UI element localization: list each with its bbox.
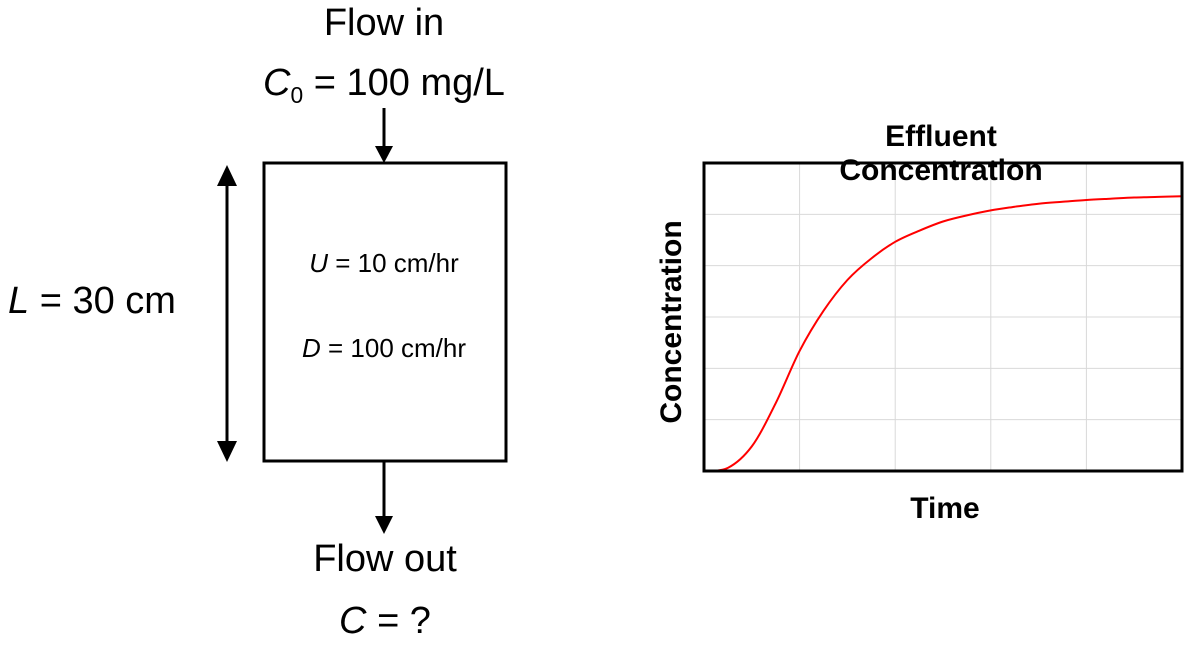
chart-title: Effluent Concentration	[839, 120, 1043, 187]
velocity-symbol: U	[309, 248, 328, 278]
dispersion-label: D = 100 cm/hr	[302, 335, 466, 361]
outlet-concentration-label: C = ?	[339, 602, 431, 640]
outlet-concentration-symbol: C	[339, 600, 367, 642]
velocity-value: = 10 cm/hr	[335, 248, 459, 278]
dispersion-value: = 100 cm/hr	[328, 333, 467, 363]
x-axis-label: Time	[910, 492, 980, 525]
dispersion-symbol: D	[301, 333, 321, 363]
y-axis-label: Concentration	[655, 220, 688, 424]
column-box	[262, 161, 508, 463]
inlet-concentration-subscript: 0	[290, 81, 304, 108]
grid-lines	[704, 163, 1182, 471]
effluent-chart	[702, 161, 1184, 473]
outflow-arrow	[375, 461, 393, 534]
length-value: = 30 cm	[39, 280, 176, 322]
inflow-arrow	[375, 108, 393, 163]
length-double-arrow	[217, 165, 237, 462]
inlet-concentration-value: = 100 mg/L	[313, 62, 505, 104]
inlet-concentration-symbol: C	[263, 62, 291, 104]
length-symbol: L	[8, 280, 30, 322]
flow-in-label: Flow in	[323, 2, 445, 44]
inlet-concentration-label: C0 = 100 mg/L	[263, 62, 505, 106]
flow-out-label: Flow out	[313, 538, 457, 580]
outlet-concentration-value: = ?	[377, 600, 431, 642]
velocity-label: U = 10 cm/hr	[309, 250, 459, 276]
plot-frame	[702, 161, 1184, 473]
concentration-curve	[703, 195, 1183, 472]
length-label: L = 30 cm	[8, 282, 176, 320]
